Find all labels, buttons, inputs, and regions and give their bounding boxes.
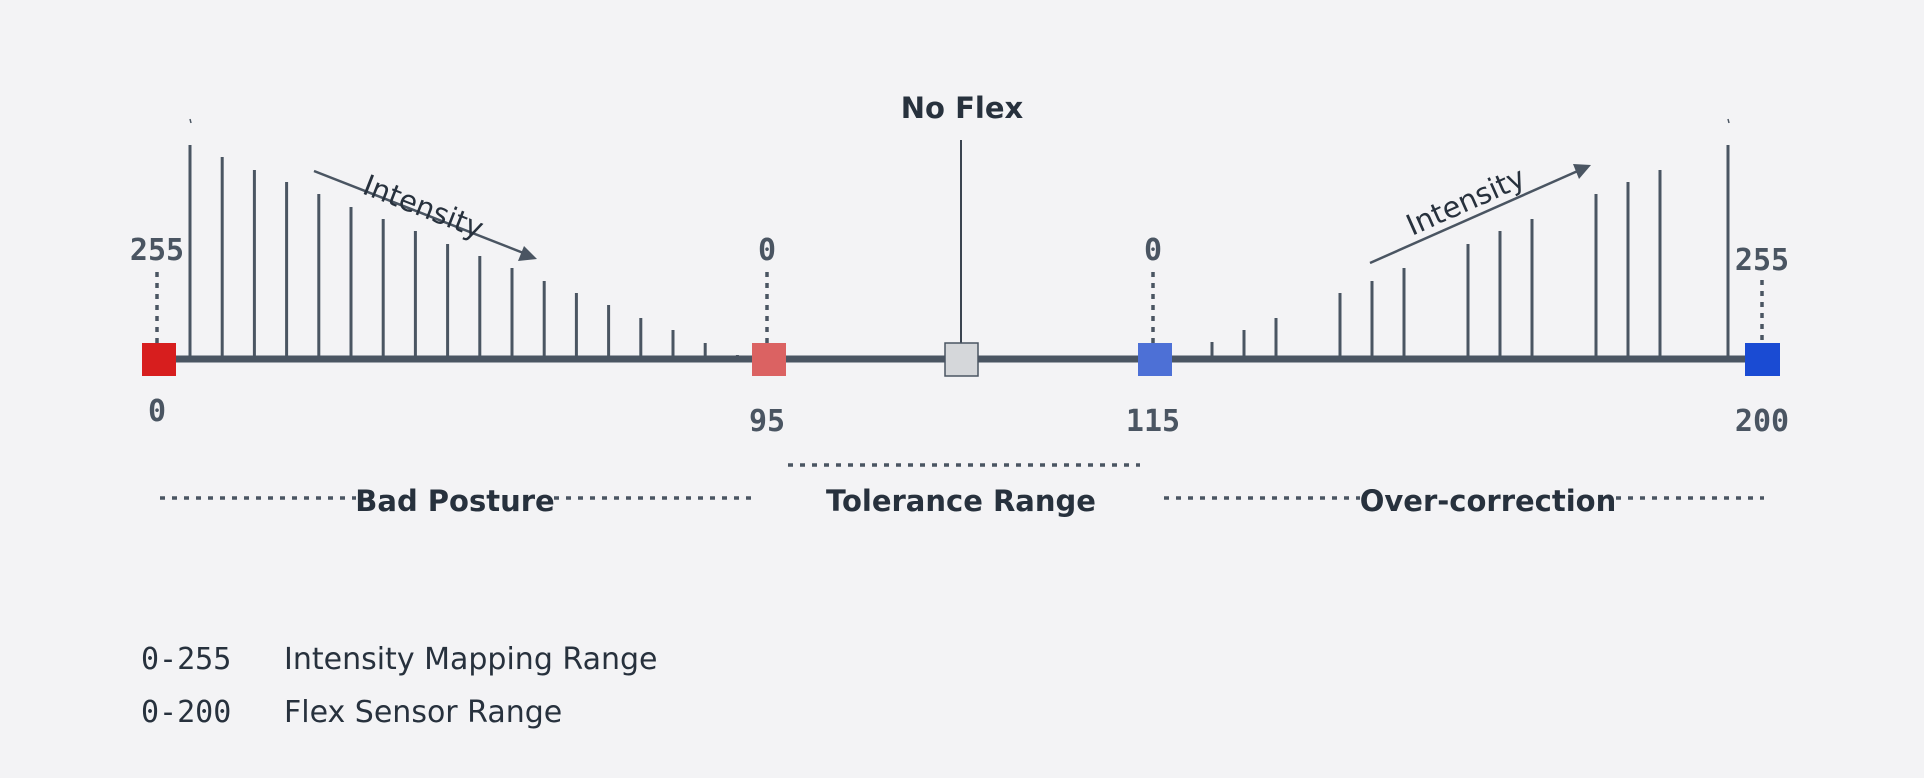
- marker-square-200: [1745, 343, 1780, 376]
- sensor-label-0: 0: [148, 394, 166, 429]
- over-correction-label: Over-correction: [1360, 484, 1617, 518]
- intensity-label-95: 0: [758, 233, 776, 268]
- marker-square-0: [142, 343, 176, 376]
- legend-range-intensity: 0-255: [141, 642, 231, 677]
- sensor-label-115: 115: [1126, 404, 1180, 439]
- bad-posture-label: Bad Posture: [355, 484, 554, 518]
- intensity-label-115: 0: [1144, 233, 1162, 268]
- intensity-label-200: 255: [1735, 243, 1789, 278]
- left-intensity-label: Intensity: [358, 168, 488, 246]
- right-intensity-arrow: Intensity: [1369, 160, 1591, 265]
- legend: 0-255 Intensity Mapping Range 0-200 Flex…: [141, 642, 657, 730]
- sensor-label-95: 95: [749, 404, 785, 439]
- no-flex-title: No Flex: [901, 91, 1024, 125]
- right-arrowhead-icon: [1573, 164, 1591, 179]
- over-correction-intensity-bars: [1210, 145, 1730, 356]
- legend-label-sensor: Flex Sensor Range: [284, 695, 562, 730]
- intensity-label-0: 255: [130, 233, 184, 268]
- marker-square-115: [1138, 343, 1172, 376]
- marker-square-95: [752, 343, 786, 376]
- legend-label-intensity: Intensity Mapping Range: [284, 642, 657, 677]
- left-top-tick: [189, 118, 192, 124]
- sensor-label-200: 200: [1735, 404, 1789, 439]
- bad-posture-intensity-bars: [188, 145, 739, 356]
- legend-range-sensor: 0-200: [141, 695, 231, 730]
- left-arrowhead-icon: [518, 246, 537, 261]
- left-intensity-arrow: Intensity: [313, 168, 537, 261]
- right-top-tick: [1727, 118, 1730, 124]
- marker-square-no-flex: [944, 342, 979, 377]
- tolerance-range-label: Tolerance Range: [826, 484, 1096, 518]
